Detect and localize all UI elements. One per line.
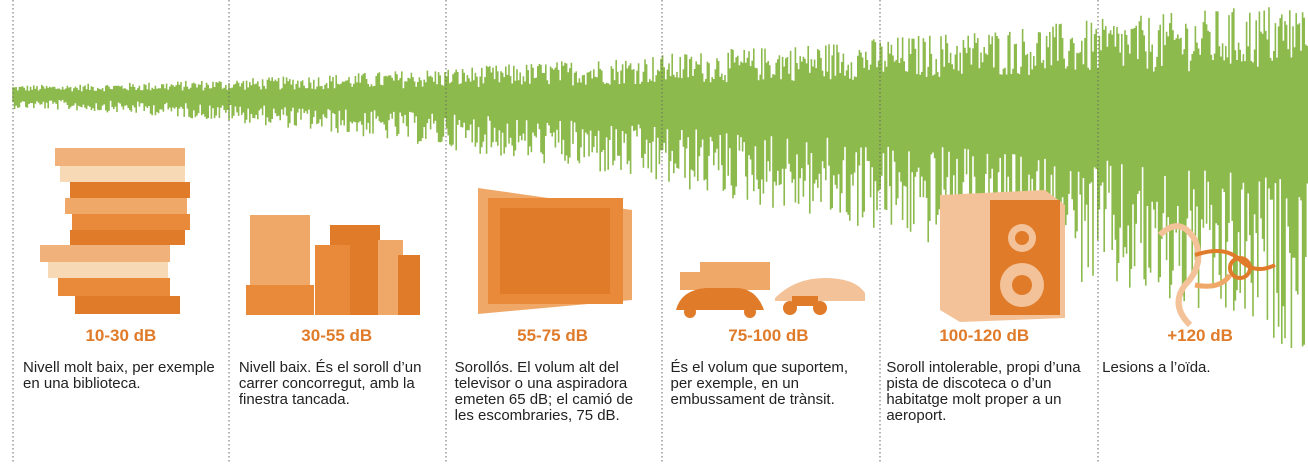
description: Nivell baix. És el soroll d’un carrer co… xyxy=(239,360,435,408)
illustration xyxy=(0,0,1308,464)
waveform xyxy=(13,7,1307,348)
level-label: +120 dB xyxy=(1092,326,1308,346)
level-label: 55-75 dB xyxy=(445,326,661,346)
tv-icon xyxy=(478,188,632,314)
infographic: 10-30 dB Nivell molt baix, per exemple en… xyxy=(0,0,1308,464)
vehicles-icon xyxy=(676,262,865,318)
description: Sorollós. El volum alt del televisor o u… xyxy=(455,360,651,424)
level-label: 10-30 dB xyxy=(13,326,229,346)
buildings-icon xyxy=(246,215,420,315)
description: És el volum que suportem, per exemple, e… xyxy=(671,360,867,408)
books-icon xyxy=(40,148,190,314)
description: Soroll intolerable, propi d’una pista de… xyxy=(886,360,1082,424)
level-label: 100-120 dB xyxy=(876,326,1092,346)
waveform-path xyxy=(13,7,1307,348)
level-label: 30-55 dB xyxy=(229,326,445,346)
level-label: 75-100 dB xyxy=(661,326,877,346)
description: Lesions a l’oïda. xyxy=(1102,360,1298,376)
description: Nivell molt baix, per exemple en una bib… xyxy=(23,360,219,392)
speaker-icon xyxy=(940,190,1065,322)
